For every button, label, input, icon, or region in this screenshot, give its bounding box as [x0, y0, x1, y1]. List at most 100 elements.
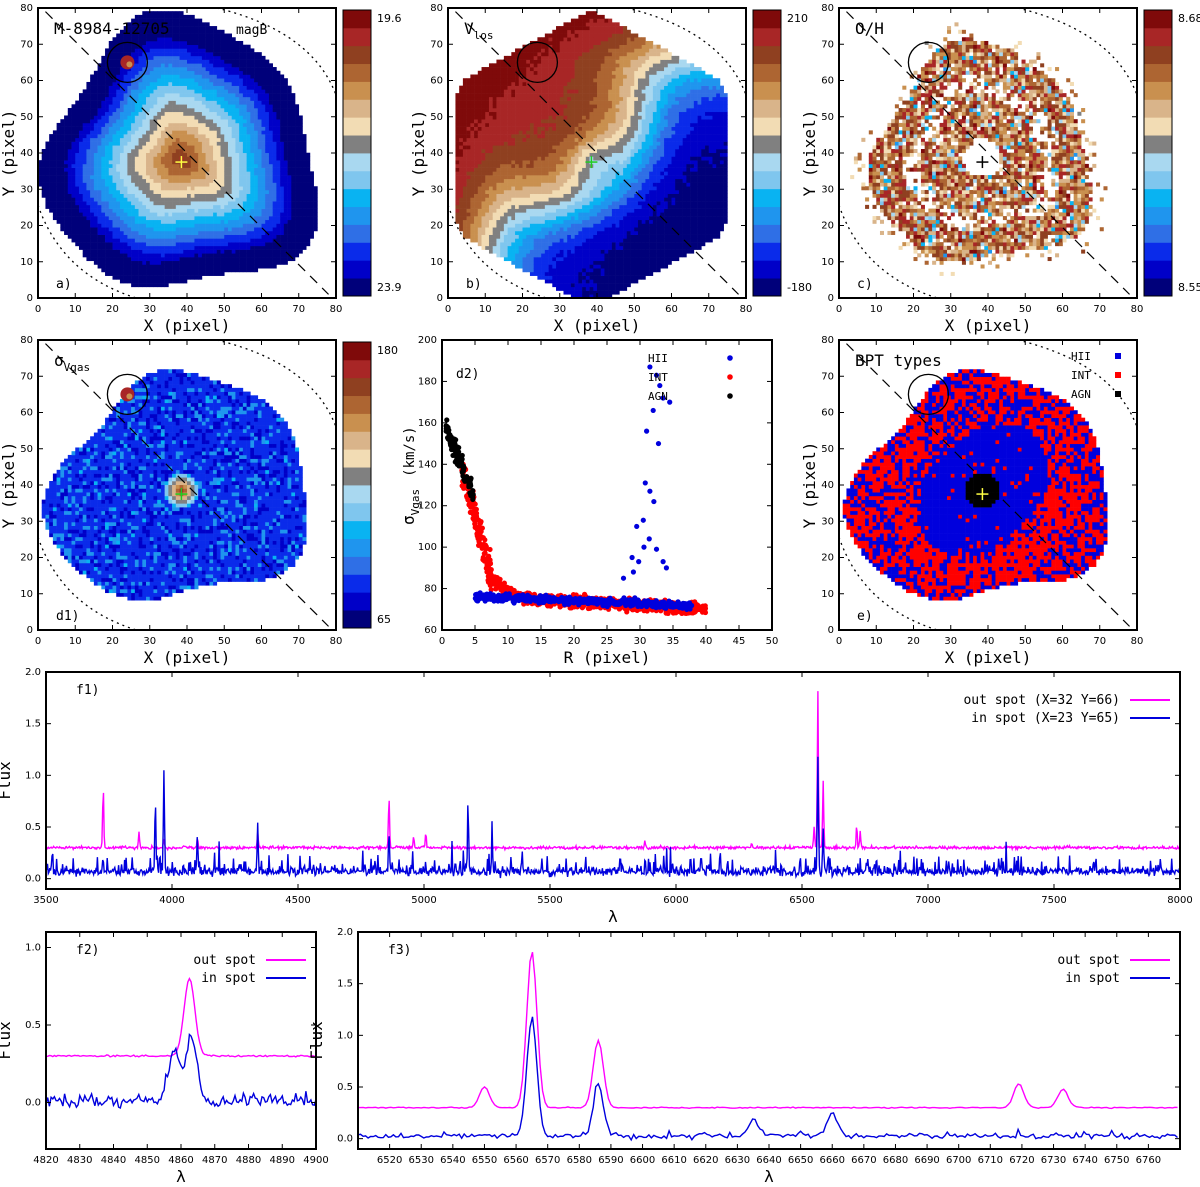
map-pixel — [105, 82, 109, 86]
map-pixel — [116, 63, 120, 67]
map-pixel — [127, 130, 131, 134]
map-pixel — [209, 197, 213, 201]
map-pixel — [213, 26, 217, 30]
map-pixel — [161, 205, 165, 209]
map-pixel — [113, 41, 117, 45]
map-pixel — [161, 160, 165, 164]
map-pixel — [194, 201, 198, 205]
map-pixel — [124, 268, 128, 272]
map-pixel — [157, 119, 161, 123]
map-pixel — [68, 119, 72, 123]
map-pixel — [187, 37, 191, 41]
map-pixel — [135, 183, 139, 187]
map-pixel — [194, 138, 198, 142]
map-pixel — [153, 197, 157, 201]
map-pixel — [168, 119, 172, 123]
map-pixel — [206, 145, 210, 149]
map-pixel — [120, 48, 124, 52]
map-pixel — [172, 56, 176, 60]
map-pixel — [131, 201, 135, 205]
map-pixel — [168, 171, 172, 175]
map-pixel — [64, 127, 68, 131]
map-pixel — [42, 171, 46, 175]
map-pixel — [180, 227, 184, 231]
map-pixel — [116, 142, 120, 146]
map-pixel — [79, 164, 83, 168]
map-pixel — [83, 224, 87, 228]
map-pixel — [209, 34, 213, 38]
map-pixel — [198, 164, 202, 168]
map-pixel — [180, 201, 184, 205]
map-pixel — [198, 37, 202, 41]
map-pixel — [180, 93, 184, 97]
map-pixel — [157, 231, 161, 235]
map-pixel — [142, 145, 146, 149]
map-pixel — [183, 19, 187, 23]
map-pixel — [213, 149, 217, 153]
map-pixel — [53, 160, 57, 164]
map-pixel — [124, 138, 128, 142]
map-pixel — [172, 279, 176, 283]
map-pixel — [116, 179, 120, 183]
map-pixel — [168, 205, 172, 209]
map-pixel — [120, 224, 124, 228]
map-pixel — [139, 127, 143, 131]
map-pixel — [165, 119, 169, 123]
map-pixel — [68, 112, 72, 116]
map-pixel — [191, 104, 195, 108]
map-pixel — [98, 112, 102, 116]
map-pixel — [183, 56, 187, 60]
map-pixel — [105, 97, 109, 101]
map-pixel — [45, 197, 49, 201]
map-pixel — [172, 34, 176, 38]
map-pixel — [86, 119, 90, 123]
map-pixel — [49, 186, 53, 190]
map-pixel — [116, 197, 120, 201]
map-pixel — [83, 212, 87, 216]
map-pixel — [124, 145, 128, 149]
map-pixel — [90, 138, 94, 142]
map-pixel — [105, 138, 109, 142]
map-pixel — [168, 60, 172, 64]
map-pixel — [172, 127, 176, 131]
map-pixel — [191, 264, 195, 268]
map-pixel — [83, 89, 87, 93]
map-pixel — [191, 212, 195, 216]
map-pixel — [194, 45, 198, 49]
map-pixel — [109, 246, 113, 250]
map-pixel — [83, 149, 87, 153]
map-pixel — [198, 179, 202, 183]
map-pixel — [206, 253, 210, 257]
map-pixel — [206, 104, 210, 108]
map-pixel — [146, 93, 150, 97]
map-pixel — [86, 238, 90, 242]
map-pixel — [124, 115, 128, 119]
map-pixel — [135, 201, 139, 205]
map-pixel — [161, 276, 165, 280]
map-pixel — [187, 261, 191, 265]
map-pixel — [98, 235, 102, 239]
map-pixel — [168, 216, 172, 220]
map-pixel — [75, 224, 79, 228]
map-pixel — [135, 175, 139, 179]
map-pixel — [209, 93, 213, 97]
map-pixel — [191, 231, 195, 235]
map-pixel — [68, 138, 72, 142]
map-pixel — [90, 75, 94, 79]
map-pixel — [127, 264, 131, 268]
map-pixel — [45, 201, 49, 205]
map-pixel — [153, 82, 157, 86]
map-pixel — [86, 205, 90, 209]
map-pixel — [157, 86, 161, 90]
map-pixel — [131, 261, 135, 265]
map-pixel — [98, 190, 102, 194]
map-pixel — [72, 130, 76, 134]
map-pixel — [202, 67, 206, 71]
map-pixel — [176, 276, 180, 280]
map-pixel — [168, 186, 172, 190]
map-pixel — [79, 197, 83, 201]
map-pixel — [101, 153, 105, 157]
map-pixel — [90, 212, 94, 216]
map-pixel — [120, 194, 124, 198]
map-pixel — [198, 246, 202, 250]
